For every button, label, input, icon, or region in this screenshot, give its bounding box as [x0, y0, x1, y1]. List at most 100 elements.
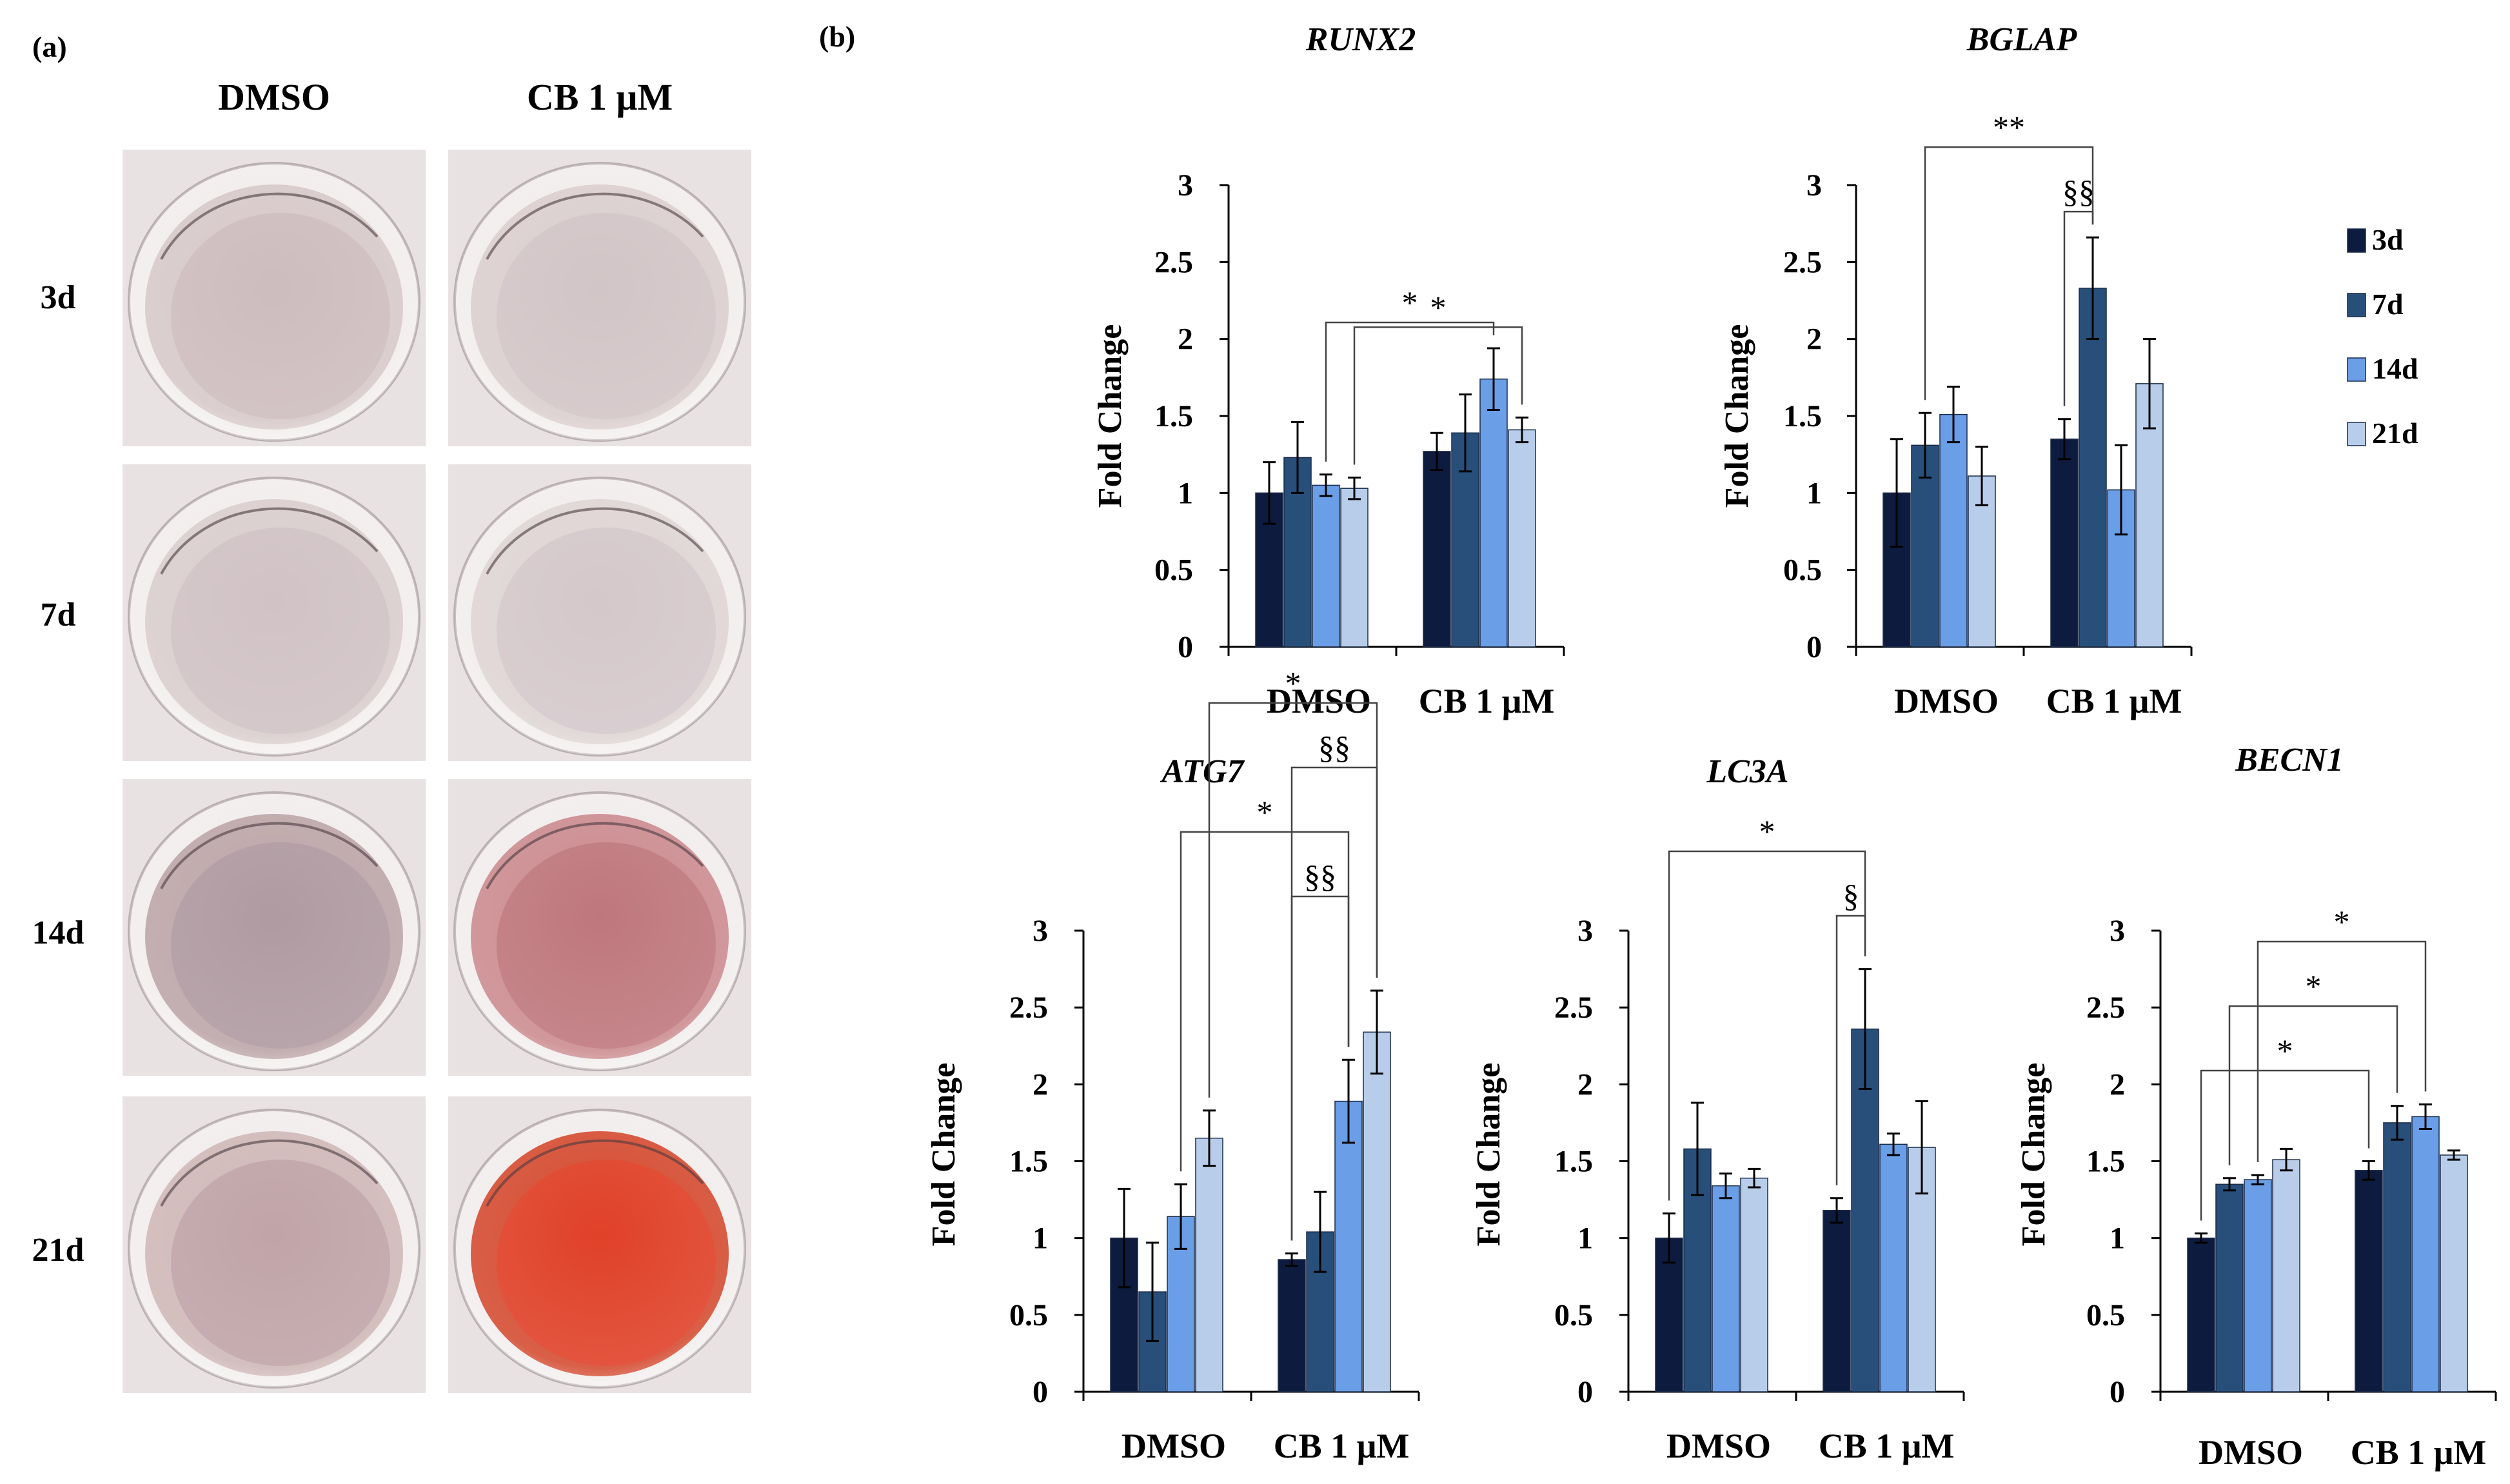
- y-tick-label: 1.5: [1783, 399, 1822, 433]
- well-dmso-3d: [123, 150, 426, 446]
- bar-3d: [1655, 1237, 1683, 1392]
- category-label: CB 1 μM: [2351, 1433, 2487, 1472]
- y-tick-label: 1: [2110, 1222, 2125, 1256]
- y-tick-label: 2: [1178, 322, 1193, 357]
- legend-label-3d: 3d: [2372, 223, 2404, 256]
- y-tick-label: 2: [1806, 322, 1822, 357]
- y-tick-label: 1: [1577, 1222, 1593, 1256]
- bar-21d: [1195, 1138, 1223, 1392]
- legend: 3d 7d 14d 21d: [2347, 223, 2418, 450]
- row-label-14d: 14d: [32, 915, 84, 951]
- significance-bracket: [1180, 831, 1350, 1172]
- category-label: CB 1 μM: [1819, 1427, 1955, 1465]
- significance-mark: §§: [1304, 858, 1336, 895]
- y-axis-label: Fold Change: [1470, 1063, 1507, 1247]
- y-tick-label: 0.5: [2086, 1298, 2125, 1332]
- bar-14d: [1334, 1100, 1363, 1392]
- row-label-3d: 3d: [41, 279, 76, 316]
- well-meniscus-line: [486, 1139, 704, 1207]
- y-tick-label: 0: [1033, 1375, 1048, 1409]
- bar-7d: [2079, 288, 2107, 648]
- well-cb-21d: [448, 1096, 751, 1393]
- well-glass-reflection: [455, 478, 745, 755]
- y-tick-label: 1: [1033, 1222, 1048, 1256]
- bar-14d: [1879, 1143, 1908, 1392]
- legend-label-7d: 7d: [2372, 288, 2404, 321]
- y-tick-label: 1.5: [1154, 399, 1193, 433]
- chart-atg7: ATG7 Fold Change 0 0.5 1 1.5 2 2.5 3 DMSO CB 1 μM §…: [925, 665, 1420, 1465]
- bar-7d: [2383, 1122, 2411, 1392]
- bar-3d: [2355, 1170, 2383, 1392]
- bar-7d: [2215, 1183, 2244, 1392]
- category-label: DMSO: [1894, 682, 1999, 720]
- y-tick-label: 2.5: [1783, 245, 1822, 279]
- y-tick-label: 2: [2110, 1067, 2125, 1102]
- y-tick-label: 3: [1178, 168, 1193, 203]
- well-image-grid: [123, 150, 751, 1393]
- y-tick-label: 0: [1178, 630, 1193, 664]
- bar-21d: [1340, 488, 1369, 648]
- category-label: CB 1 μM: [2046, 682, 2182, 720]
- y-tick-label: 1: [1806, 476, 1822, 510]
- bar-21d: [1740, 1177, 1768, 1392]
- bar-charts: RUNX2 Fold Change 0 0.5 1 1.5 2 2.5 3 DMSO CB 1 μM…: [925, 21, 2497, 1472]
- y-tick-label: 2: [1577, 1067, 1593, 1102]
- well-cb-3d: [448, 150, 751, 446]
- y-axis-label: Fold Change: [1719, 324, 1755, 508]
- significance-mark: **: [1993, 109, 2025, 145]
- bar-3d: [1823, 1210, 1851, 1392]
- well-glass-reflection: [129, 478, 419, 755]
- well-cb-7d: [448, 464, 751, 761]
- bar-14d: [1312, 484, 1340, 648]
- well-meniscus-line: [486, 507, 704, 575]
- well-dmso-7d: [123, 464, 426, 761]
- significance-mark: §§: [1318, 729, 1350, 766]
- well-cb-14d: [448, 779, 751, 1076]
- bar-3d: [2050, 439, 2079, 648]
- significance-mark: *: [2277, 1033, 2293, 1069]
- panel-b-label: (b): [819, 20, 855, 53]
- legend-label-21d: 21d: [2372, 417, 2418, 450]
- chart-title: RUNX2: [1305, 21, 1416, 58]
- bar-14d: [1939, 413, 1968, 648]
- well-meniscus-line: [486, 822, 704, 889]
- significance-bracket: [1353, 326, 1523, 465]
- significance-bracket: [2257, 940, 2427, 1162]
- y-tick-label: 1.5: [1554, 1145, 1593, 1179]
- significance-mark: *: [1257, 794, 1273, 830]
- significance-mark: *: [2334, 904, 2350, 940]
- significance-bracket: [1325, 321, 1495, 462]
- y-tick-label: 3: [1806, 168, 1822, 203]
- category-label: CB 1 μM: [1419, 682, 1555, 720]
- bar-21d: [1508, 429, 1536, 648]
- well-meniscus-line: [160, 192, 379, 260]
- significance-bracket: [1208, 702, 1378, 1098]
- bar-3d: [2187, 1237, 2215, 1392]
- significance-bracket: [1668, 850, 1866, 1201]
- y-tick-label: 0.5: [1554, 1298, 1593, 1332]
- bar-21d: [2272, 1159, 2300, 1392]
- category-label: CB 1 μM: [1274, 1427, 1410, 1465]
- y-tick-label: 0.5: [1154, 553, 1193, 588]
- bar-14d: [2411, 1116, 2440, 1392]
- y-tick-label: 0: [1577, 1375, 1593, 1409]
- well-glass-reflection: [455, 163, 745, 440]
- significance-bracket: [1924, 146, 2094, 401]
- chart-runx2: RUNX2 Fold Change 0 0.5 1 1.5 2 2.5 3 DMSO CB 1 μM…: [1092, 21, 1565, 720]
- col-header-dmso: DMSO: [218, 76, 330, 118]
- y-tick-label: 1: [1178, 476, 1193, 510]
- y-tick-label: 2: [1033, 1067, 1048, 1102]
- bar-21d: [2135, 383, 2164, 648]
- y-tick-label: 0.5: [1009, 1298, 1048, 1332]
- y-axis-label: Fold Change: [1092, 324, 1129, 508]
- significance-mark: §§: [2062, 173, 2095, 210]
- y-tick-label: 2.5: [1554, 991, 1593, 1025]
- bar-21d: [1363, 1031, 1391, 1392]
- chart-title: LC3A: [1706, 753, 1788, 790]
- well-meniscus-line: [160, 822, 379, 889]
- legend-swatch-14d: [2347, 357, 2366, 382]
- y-tick-label: 0.5: [1783, 553, 1822, 588]
- chart-becn1: BECN1 Fold Change 0 0.5 1 1.5 2 2.5 3 DMSO CB 1 μM…: [2015, 742, 2497, 1472]
- y-tick-label: 0: [1806, 630, 1822, 664]
